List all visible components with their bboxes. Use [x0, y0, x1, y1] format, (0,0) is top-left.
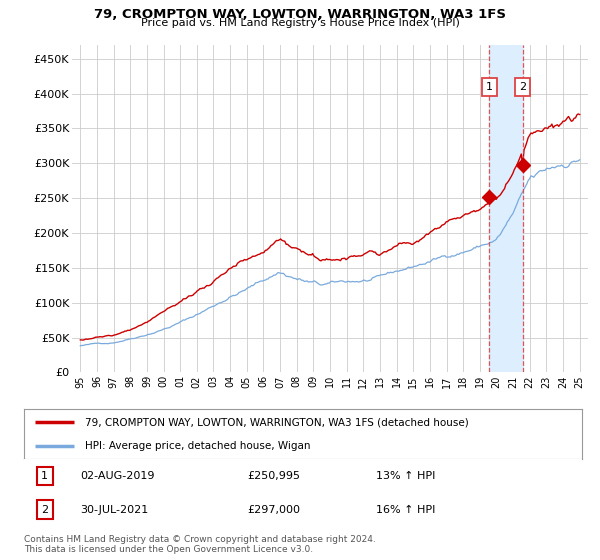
Text: 79, CROMPTON WAY, LOWTON, WARRINGTON, WA3 1FS (detached house): 79, CROMPTON WAY, LOWTON, WARRINGTON, WA… — [85, 417, 469, 427]
Text: 2: 2 — [41, 505, 48, 515]
Text: 13% ↑ HPI: 13% ↑ HPI — [376, 471, 435, 481]
Text: 30-JUL-2021: 30-JUL-2021 — [80, 505, 148, 515]
Text: Contains HM Land Registry data © Crown copyright and database right 2024.
This d: Contains HM Land Registry data © Crown c… — [24, 535, 376, 554]
Text: 02-AUG-2019: 02-AUG-2019 — [80, 471, 154, 481]
Text: £297,000: £297,000 — [247, 505, 300, 515]
Text: 79, CROMPTON WAY, LOWTON, WARRINGTON, WA3 1FS: 79, CROMPTON WAY, LOWTON, WARRINGTON, WA… — [94, 8, 506, 21]
Bar — [489, 45, 523, 372]
Text: 16% ↑ HPI: 16% ↑ HPI — [376, 505, 435, 515]
Text: 1: 1 — [41, 471, 48, 481]
Text: £250,995: £250,995 — [247, 471, 300, 481]
Text: Price paid vs. HM Land Registry's House Price Index (HPI): Price paid vs. HM Land Registry's House … — [140, 18, 460, 29]
Text: 2: 2 — [519, 82, 526, 92]
Text: 1: 1 — [486, 82, 493, 92]
Text: HPI: Average price, detached house, Wigan: HPI: Average price, detached house, Wiga… — [85, 441, 311, 451]
